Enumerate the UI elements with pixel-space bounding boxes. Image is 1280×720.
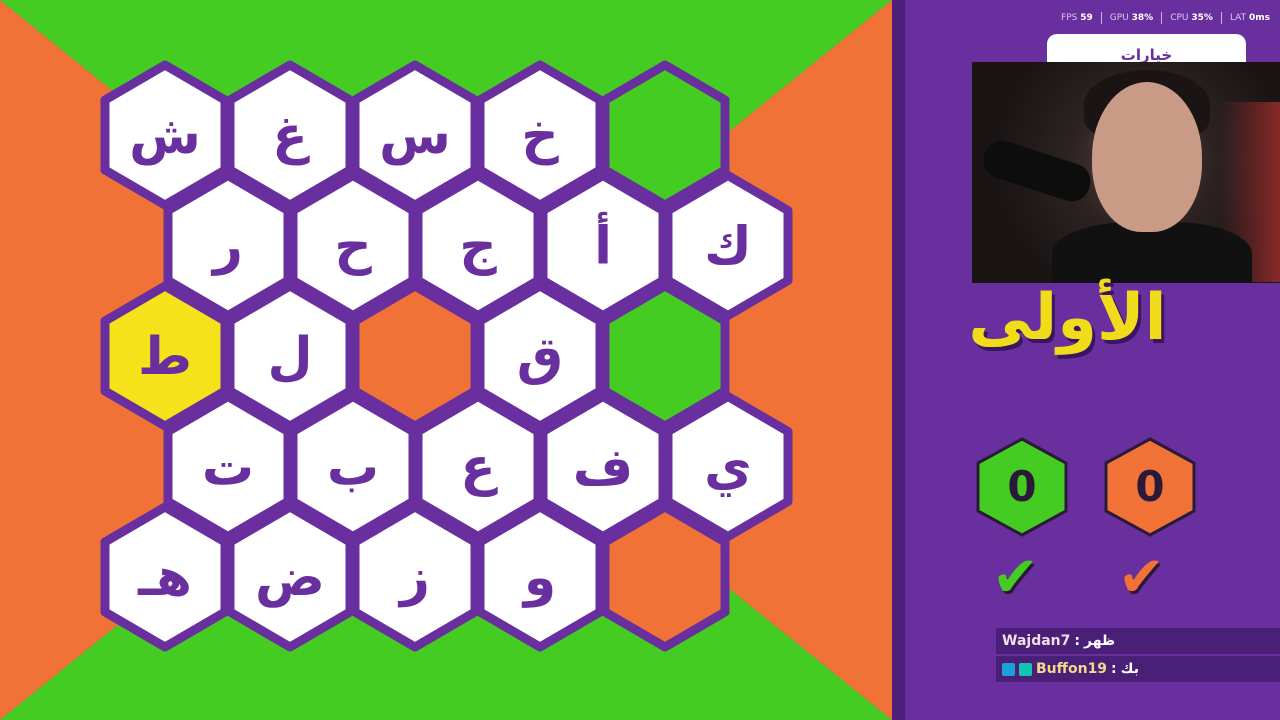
hex-letter: ج: [459, 217, 497, 277]
hex-letter: أ: [594, 212, 612, 277]
hex-cell[interactable]: [600, 281, 730, 431]
hex-cell[interactable]: ز: [350, 502, 480, 652]
hex-white[interactable]: [413, 171, 543, 320]
hex-white[interactable]: [100, 60, 230, 210]
hex-letter: ق: [517, 327, 564, 387]
hex-letter: س: [379, 106, 451, 166]
hex-cell[interactable]: و: [475, 502, 605, 652]
hex-cell[interactable]: ض: [225, 502, 355, 652]
hex-letter: ط: [138, 327, 192, 387]
hex-letter: ف: [573, 438, 633, 498]
hex-white[interactable]: [538, 392, 668, 541]
hex-cell[interactable]: ر: [163, 171, 293, 320]
orange-team-score: 0: [1135, 462, 1165, 511]
hex-white[interactable]: [413, 392, 543, 541]
game-board: ش غ س خ ر ح ج أ ك ط ل ق ت ب ع ف ي هـ ض ز و: [0, 0, 892, 720]
hex-cell[interactable]: س: [350, 60, 480, 210]
hex-cell[interactable]: ح: [288, 171, 418, 320]
hex-cell[interactable]: ل: [225, 281, 355, 431]
hex-white[interactable]: [475, 502, 605, 652]
moderator-badge-icon: [1002, 662, 1015, 676]
hex-cell[interactable]: أ: [538, 171, 668, 320]
hex-letter: ع: [460, 438, 498, 498]
hex-cell[interactable]: غ: [225, 60, 355, 210]
hex-white[interactable]: [475, 281, 605, 431]
hex-cell[interactable]: ق: [475, 281, 605, 431]
hex-white[interactable]: [288, 171, 418, 320]
hex-letter: و: [521, 548, 556, 608]
chat-message: Wajdan7: ظهر: [996, 628, 1280, 654]
hex-white[interactable]: [350, 60, 480, 210]
hex-letter: ش: [129, 106, 201, 166]
hex-letter: ض: [255, 548, 325, 608]
hex-cell[interactable]: ي: [663, 392, 793, 541]
hex-cell[interactable]: ع: [413, 392, 543, 541]
hex-white[interactable]: [225, 60, 355, 210]
hex-cell[interactable]: [600, 60, 730, 210]
orange-team-score-hex: [1104, 437, 1196, 537]
hex-cell[interactable]: ب: [288, 392, 418, 541]
hex-cell[interactable]: ت: [163, 392, 293, 541]
hex-white[interactable]: [163, 392, 293, 541]
hex-cell[interactable]: خ: [475, 60, 605, 210]
green-team-score: 0: [1007, 462, 1037, 511]
subscriber-badge-icon: [1019, 662, 1032, 676]
orange-check-icon[interactable]: ✔: [1118, 545, 1165, 610]
hex-white[interactable]: [350, 502, 480, 652]
hex-letter: ب: [327, 438, 379, 498]
hex-cell[interactable]: [600, 502, 730, 652]
hex-white[interactable]: [663, 171, 793, 320]
hex-white[interactable]: [163, 171, 293, 320]
round-logo: الأولى: [968, 281, 1167, 355]
hex-letter: ت: [202, 438, 254, 498]
hex-letter: ل: [267, 327, 312, 387]
hex-green[interactable]: [600, 60, 730, 210]
hex-white[interactable]: [288, 392, 418, 541]
performance-stats: FPS 59 GPU 38% CPU 35% LAT 0ms: [1061, 12, 1270, 24]
hex-yellow[interactable]: [100, 281, 230, 431]
hex-white[interactable]: [475, 60, 605, 210]
webcam-feed: [972, 62, 1280, 283]
hex-white[interactable]: [538, 171, 668, 320]
hex-white[interactable]: [100, 502, 230, 652]
hex-cell[interactable]: ط: [100, 281, 230, 431]
hex-green[interactable]: [600, 281, 730, 431]
hex-cell[interactable]: ف: [538, 392, 668, 541]
hex-letter: ر: [210, 217, 243, 277]
hex-cell[interactable]: [350, 281, 480, 431]
chat-message: Buffon19: بك: [996, 656, 1280, 682]
hex-letter: خ: [521, 106, 559, 166]
hex-orange[interactable]: [600, 502, 730, 652]
hex-letter: غ: [272, 106, 310, 166]
chat-overlay: Wajdan7: ظهر Buffon19: بك: [996, 628, 1280, 684]
green-check-icon[interactable]: ✔: [992, 545, 1039, 610]
hex-orange[interactable]: [350, 281, 480, 431]
hex-letter: ح: [334, 217, 372, 277]
hex-white[interactable]: [225, 281, 355, 431]
green-team-score-hex: [976, 437, 1068, 537]
hex-cell[interactable]: هـ: [100, 502, 230, 652]
hex-white[interactable]: [663, 392, 793, 541]
panel-divider: [892, 0, 905, 720]
hex-letter: ي: [704, 438, 752, 498]
hex-letter: ك: [704, 217, 752, 277]
hex-cell[interactable]: ك: [663, 171, 793, 320]
hex-cell[interactable]: ج: [413, 171, 543, 320]
hex-cell[interactable]: ش: [100, 60, 230, 210]
hex-letter: هـ: [137, 548, 192, 608]
hex-letter: ز: [397, 548, 430, 608]
hex-white[interactable]: [225, 502, 355, 652]
